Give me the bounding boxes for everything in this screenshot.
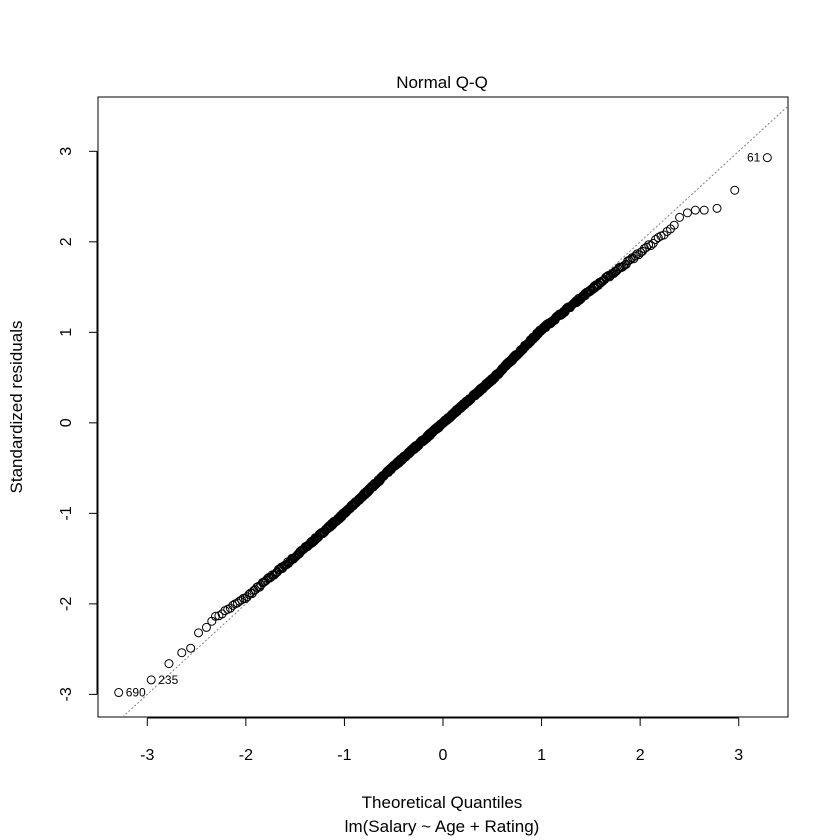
data-point (646, 241, 656, 251)
x-axis: -3 -2 -1 0 1 2 3 (140, 717, 743, 764)
data-point (194, 628, 204, 638)
data-point (690, 205, 700, 215)
data-point (675, 212, 685, 222)
data-point (164, 659, 174, 669)
y-axis-label: Standardized residuals (7, 321, 26, 494)
data-point (641, 242, 651, 252)
data-point (201, 622, 211, 632)
data-point (712, 203, 722, 213)
outlier-labels: 690 235 61 (126, 151, 761, 700)
data-point (237, 595, 247, 605)
outlier-label: 235 (158, 673, 178, 687)
y-tick-label: 3 (58, 147, 75, 156)
x-axis-label: Theoretical Quantiles (362, 793, 523, 812)
data-point (252, 582, 262, 592)
data-point (653, 233, 663, 243)
x-tick-label: 3 (734, 747, 743, 764)
outlier-label: 690 (126, 686, 146, 700)
data-point (609, 268, 619, 278)
data-point (177, 648, 187, 658)
y-tick-label: 2 (58, 237, 75, 246)
data-points (114, 153, 772, 698)
data-point (211, 611, 220, 621)
model-formula-label: lm(Salary ~ Age + Rating) (345, 817, 540, 836)
data-point (186, 643, 196, 653)
x-tick-label: 1 (537, 747, 546, 764)
data-point (250, 585, 260, 595)
x-tick-label: -3 (140, 747, 154, 764)
x-tick-label: -1 (337, 747, 351, 764)
data-point (762, 153, 772, 163)
chart-title: Normal Q-Q (396, 73, 488, 92)
data-point (682, 208, 692, 218)
plot-area: 690 235 61 (97, 96, 789, 718)
data-point (228, 600, 238, 610)
x-tick-label: 0 (439, 747, 448, 764)
data-point (626, 254, 636, 264)
plot-frame (97, 96, 789, 718)
y-tick-label: -1 (58, 506, 75, 520)
y-tick-label: -3 (58, 687, 75, 701)
x-tick-label: -2 (239, 747, 253, 764)
data-point (624, 255, 634, 265)
data-point (669, 220, 679, 230)
data-point (114, 688, 124, 698)
data-point (730, 185, 740, 195)
data-point (217, 609, 227, 619)
y-tick-label: 1 (58, 328, 75, 337)
outlier-label: 61 (747, 151, 761, 165)
data-point (146, 675, 156, 685)
y-axis: -3 -2 -1 0 1 2 3 (58, 147, 98, 701)
reference-line (122, 105, 789, 718)
y-tick-label: 0 (58, 418, 75, 427)
x-tick-label: 2 (636, 747, 645, 764)
y-tick-label: -2 (58, 597, 75, 611)
data-point (699, 205, 709, 215)
